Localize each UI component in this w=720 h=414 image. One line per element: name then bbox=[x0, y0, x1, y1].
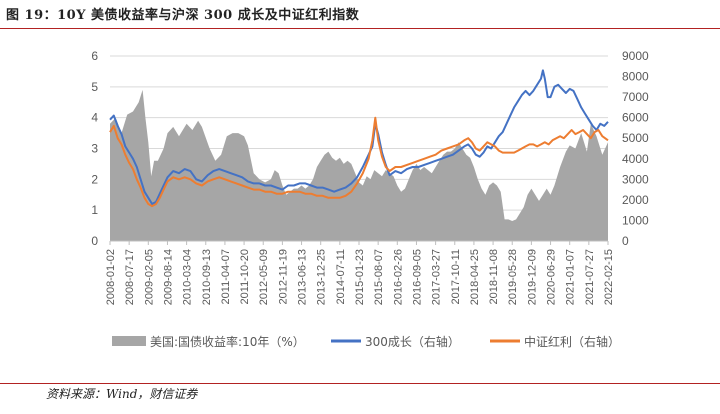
x-tick-label: 2010-03-04 bbox=[182, 249, 194, 305]
y-right-tick-label: 4000 bbox=[622, 152, 649, 166]
x-tick-label: 2017-03-27 bbox=[431, 249, 443, 305]
x-tick-label: 2021-07-27 bbox=[584, 249, 596, 305]
y-left-tick-label: 4 bbox=[91, 111, 98, 125]
series-line-csi-dividend bbox=[109, 116, 609, 208]
y-left-tick-label: 3 bbox=[91, 142, 98, 156]
figure-title: 图 19：10Y 美债收益率与沪深 300 成长及中证红利指数 bbox=[6, 8, 360, 23]
x-tick-label: 2018-11-08 bbox=[488, 249, 500, 304]
y-right-tick-label: 1000 bbox=[622, 213, 649, 227]
x-tick-label: 2008-07-17 bbox=[124, 249, 136, 305]
x-tick-label: 2011-10-20 bbox=[239, 249, 251, 304]
x-tick-label: 2019-12-09 bbox=[526, 249, 538, 305]
x-tick-label: 2014-07-11 bbox=[335, 249, 347, 304]
x-tick-label: 2015-01-23 bbox=[354, 249, 366, 305]
y-right-tick-label: 0 bbox=[622, 234, 629, 248]
y-right-tick-label: 8000 bbox=[622, 70, 649, 84]
series-area-us10y bbox=[110, 89, 608, 242]
yield-area-layer bbox=[110, 89, 608, 242]
x-tick-label: 2015-08-07 bbox=[373, 249, 385, 305]
legend-label: 300成长（右轴） bbox=[365, 334, 460, 349]
x-tick-label: 2020-06-29 bbox=[546, 249, 558, 305]
left-axis-ticks: 0 1 2 3 4 5 6 bbox=[91, 49, 98, 248]
y-right-tick-label: 6000 bbox=[622, 111, 649, 125]
x-tick-label: 2017-10-11 bbox=[450, 249, 462, 304]
x-tick-label: 2012-05-09 bbox=[258, 249, 270, 305]
right-axis-ticks: 0 1000 2000 3000 4000 5000 6000 7000 8000 9000 bbox=[622, 49, 649, 248]
title-divider bbox=[0, 28, 720, 29]
x-tick-label: 2010-09-13 bbox=[201, 249, 213, 305]
x-axis-ticks: 2008-01-02 2008-07-17 2009-02-05 2009-08-14… bbox=[105, 240, 615, 305]
legend-label: 中证红利（右轴） bbox=[524, 334, 620, 349]
y-right-tick-label: 7000 bbox=[622, 90, 649, 104]
y-left-tick-label: 1 bbox=[91, 203, 98, 217]
y-right-tick-label: 5000 bbox=[622, 131, 649, 145]
x-tick-label: 2009-02-05 bbox=[143, 249, 155, 305]
y-left-tick-label: 2 bbox=[91, 172, 98, 186]
legend-swatch bbox=[112, 336, 146, 346]
y-right-tick-label: 2000 bbox=[622, 193, 649, 207]
x-tick-label: 2016-02-26 bbox=[392, 249, 404, 305]
x-tick-label: 2012-11-19 bbox=[277, 249, 289, 304]
source-divider bbox=[0, 383, 720, 384]
index-lines-layer bbox=[109, 69, 609, 208]
y-right-tick-label: 9000 bbox=[622, 49, 649, 63]
x-tick-label: 2011-04-07 bbox=[220, 249, 232, 304]
x-tick-label: 2019-05-28 bbox=[507, 249, 519, 305]
y-left-tick-label: 5 bbox=[91, 80, 98, 94]
y-left-tick-label: 6 bbox=[91, 49, 98, 63]
legend-label: 美国:国债收益率:10年（%） bbox=[150, 334, 305, 349]
x-tick-label: 2013-06-13 bbox=[297, 249, 309, 305]
legend: 美国:国债收益率:10年（%） 300成长（右轴） 中证红利（右轴） bbox=[112, 334, 620, 349]
source-note: 资料来源：Wind，财信证券 bbox=[46, 387, 198, 401]
x-tick-label: 2022-02-15 bbox=[603, 249, 615, 305]
x-tick-label: 2008-01-02 bbox=[105, 249, 117, 305]
x-tick-label: 2016-09-05 bbox=[411, 249, 423, 305]
x-tick-label: 2013-12-25 bbox=[316, 249, 328, 305]
x-tick-label: 2018-04-25 bbox=[469, 249, 481, 305]
x-tick-label: 2021-01-07 bbox=[565, 249, 577, 305]
y-right-tick-label: 3000 bbox=[622, 172, 649, 186]
y-left-tick-label: 0 bbox=[91, 234, 98, 248]
x-tick-label: 2009-08-14 bbox=[162, 249, 174, 305]
